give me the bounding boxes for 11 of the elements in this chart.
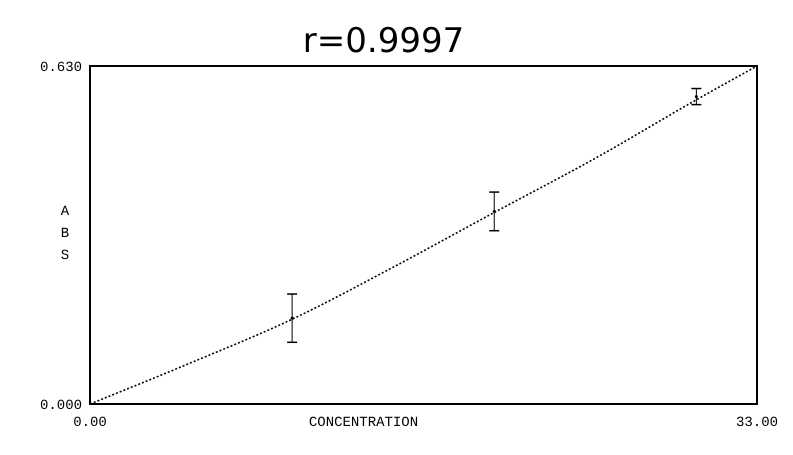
point [290,316,294,320]
y-tick-label: 0.630 [40,60,82,76]
x-tick-label: 0.00 [73,415,107,431]
y-tick-label: 0.000 [40,398,82,414]
point [492,210,496,213]
point [694,95,698,98]
x-axis-title: CONCENTRATION [308,415,418,431]
chart-title: r=0.9997 [302,21,464,61]
x-tick-label: 33.00 [736,415,778,431]
y-axis-title: ABS [60,204,70,264]
line-series [89,65,758,405]
